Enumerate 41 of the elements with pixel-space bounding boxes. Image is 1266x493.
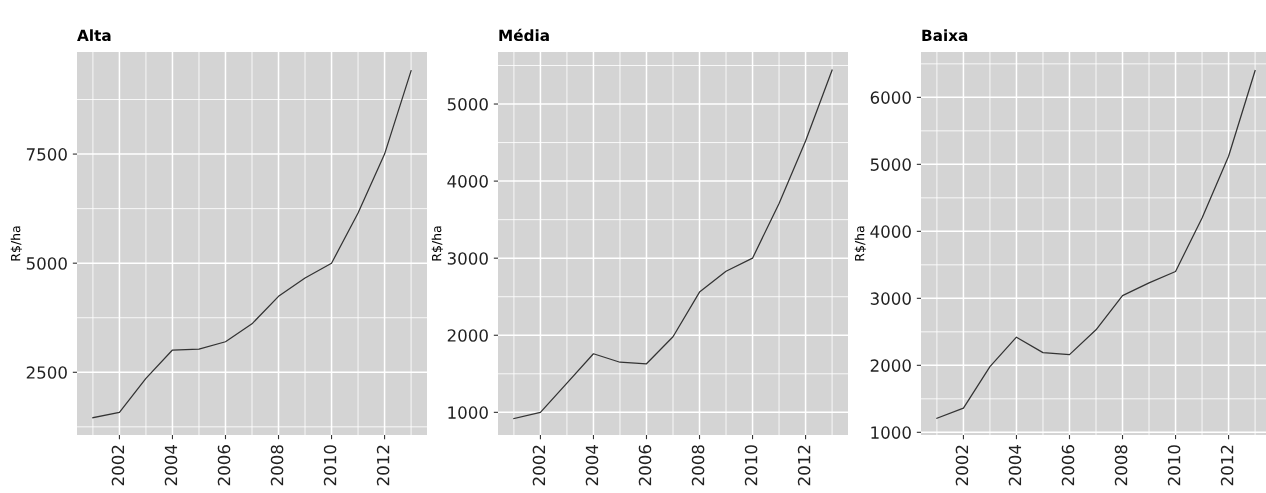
y-tick-label: 4000 xyxy=(870,225,911,238)
x-tick-label: 2004 xyxy=(1008,444,1022,486)
x-tick-label: 2006 xyxy=(638,445,652,486)
x-tick-label: 2002 xyxy=(955,445,969,486)
x-tick-label: 2012 xyxy=(376,445,390,486)
y-tick-label: 1000 xyxy=(448,406,488,419)
x-tick-label: 2006 xyxy=(217,445,231,486)
line-series xyxy=(936,69,1256,419)
y-tick-label: 7500 xyxy=(26,148,67,161)
x-tick-label: 2008 xyxy=(691,445,705,486)
y-axis-title: R$/ha xyxy=(431,226,444,261)
x-tick-label: 2008 xyxy=(1114,445,1128,486)
y-tick-label: 2500 xyxy=(26,366,67,379)
y-tick-label: 2000 xyxy=(447,329,488,342)
y-axis-title: R$/ha xyxy=(854,226,867,261)
y-tick-label: 3000 xyxy=(447,252,488,265)
line-series xyxy=(92,70,412,419)
x-tick-label: 2006 xyxy=(1061,445,1075,486)
x-tick-label: 2012 xyxy=(1220,445,1234,486)
y-tick-label: 3000 xyxy=(870,292,911,305)
x-tick-label: 2004 xyxy=(164,444,178,486)
y-tick-label: 4000 xyxy=(447,175,488,188)
y-tick-label: 6000 xyxy=(870,91,911,104)
x-tick-label: 2010 xyxy=(744,445,758,486)
y-tick-label: 5000 xyxy=(447,97,488,111)
y-tick-label: 5000 xyxy=(870,158,911,171)
chart-title: Alta xyxy=(77,29,111,42)
x-tick-label: 2008 xyxy=(270,445,284,486)
x-tick-label: 2012 xyxy=(797,445,811,486)
y-axis-title: R$/ha xyxy=(10,226,23,261)
x-tick-label: 2004 xyxy=(585,444,599,486)
y-tick-label: 2000 xyxy=(870,359,911,372)
y-tick-label: 1000 xyxy=(871,426,911,439)
x-tick-label: 2002 xyxy=(532,445,546,486)
chart-title: Baixa xyxy=(922,29,968,42)
chart-title: Média xyxy=(499,28,549,42)
y-tick-label: 5000 xyxy=(26,257,67,270)
x-tick-label: 2002 xyxy=(111,445,125,486)
x-tick-label: 2010 xyxy=(1167,445,1181,486)
line-series xyxy=(513,69,833,420)
x-tick-label: 2010 xyxy=(323,445,337,486)
